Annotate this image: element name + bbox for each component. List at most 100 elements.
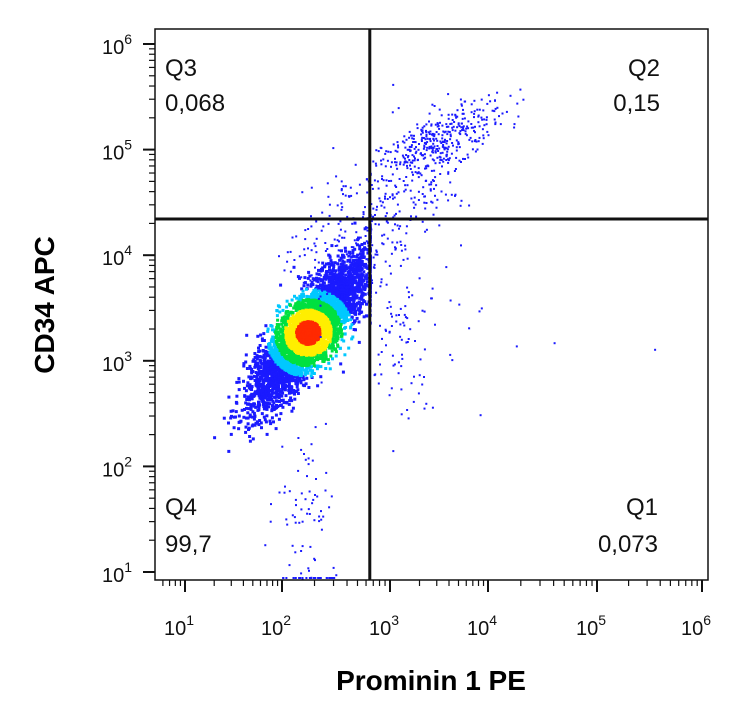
event-dot [313, 278, 317, 282]
event-dot [347, 298, 351, 302]
event-dot [258, 349, 262, 353]
event-dot [255, 389, 259, 393]
event-dot [280, 399, 283, 402]
event-dot [365, 280, 369, 284]
event-dot [336, 300, 340, 304]
event-dot [278, 305, 282, 309]
event-dot [250, 385, 254, 389]
event-dot [234, 415, 237, 419]
event-dot [253, 402, 256, 406]
event-dot [278, 400, 282, 403]
event-dot [311, 369, 315, 373]
event-dot [355, 261, 359, 264]
event-dot [333, 347, 337, 351]
event-dot [269, 422, 273, 426]
event-dot [277, 387, 281, 390]
event-dot [247, 426, 251, 430]
event-dot [279, 412, 283, 416]
event-dot [251, 423, 255, 427]
event-dot [262, 349, 266, 353]
event-dot [329, 263, 333, 267]
event-dot [253, 393, 257, 397]
event-dot [285, 299, 289, 303]
event-dot [336, 343, 340, 347]
event-dot [247, 398, 251, 402]
event-dot [334, 282, 338, 286]
event-dot [288, 390, 292, 394]
event-dot [313, 359, 316, 362]
event-dot [317, 356, 321, 360]
event-dot [309, 284, 313, 288]
event-dot [264, 395, 268, 399]
event-dot [271, 404, 274, 408]
event-dot [354, 289, 358, 293]
event-dot [299, 379, 303, 383]
event-dot [266, 354, 270, 358]
event-dot [319, 375, 323, 379]
event-dot [263, 368, 267, 371]
event-dot [357, 256, 361, 260]
event-dot [242, 415, 246, 419]
event-dot [317, 289, 321, 293]
event-dot [268, 402, 272, 406]
event-dot [268, 342, 272, 345]
event-dot [348, 308, 352, 312]
event-dot [314, 357, 318, 361]
event-dot [260, 369, 264, 373]
event-dot [281, 376, 285, 380]
event-dot [360, 297, 364, 301]
event-dot [248, 435, 252, 438]
event-dot [270, 324, 274, 328]
event-dot [301, 303, 305, 307]
event-dot [252, 411, 256, 415]
event-dot [280, 319, 284, 323]
event-dot [345, 318, 349, 322]
event-dot [272, 401, 276, 405]
event-dot [320, 279, 323, 283]
event-dot [242, 364, 246, 368]
event-dot [252, 417, 256, 421]
event-dot [340, 269, 343, 273]
event-dot [301, 294, 305, 298]
event-dot [346, 307, 350, 311]
event-dot [264, 324, 268, 328]
event-dot [358, 247, 362, 251]
event-dot [250, 415, 254, 419]
event-dot [341, 370, 345, 374]
event-dot [250, 367, 254, 371]
event-dot [245, 398, 249, 401]
event-dot [347, 254, 351, 258]
event-dot [316, 280, 320, 284]
event-dot [359, 262, 363, 266]
event-dot [277, 384, 280, 388]
event-dot [276, 330, 280, 334]
event-dot [303, 276, 307, 280]
event-dot [366, 251, 370, 255]
event-dot [287, 386, 291, 390]
event-dot [248, 383, 252, 387]
event-dot [245, 384, 249, 388]
event-dot [264, 420, 268, 424]
event-dot [351, 270, 355, 274]
event-dot [284, 311, 288, 315]
event-dot [337, 268, 341, 272]
event-dot [334, 336, 338, 340]
event-dot [270, 416, 274, 420]
event-dot [361, 250, 365, 254]
event-dot [342, 264, 346, 268]
event-dot [265, 372, 269, 376]
event-dot [257, 400, 261, 404]
event-dot [357, 290, 361, 293]
event-dot [282, 333, 286, 337]
event-dot [260, 426, 263, 430]
event-dot [343, 246, 347, 250]
event-dot [339, 322, 343, 326]
event-dot [267, 379, 271, 382]
event-dot [309, 374, 313, 378]
event-dot [315, 367, 319, 371]
event-dot [275, 395, 279, 399]
event-dot [343, 292, 347, 296]
event-dot [240, 408, 244, 412]
event-dot [329, 276, 333, 280]
event-dot [307, 386, 311, 389]
